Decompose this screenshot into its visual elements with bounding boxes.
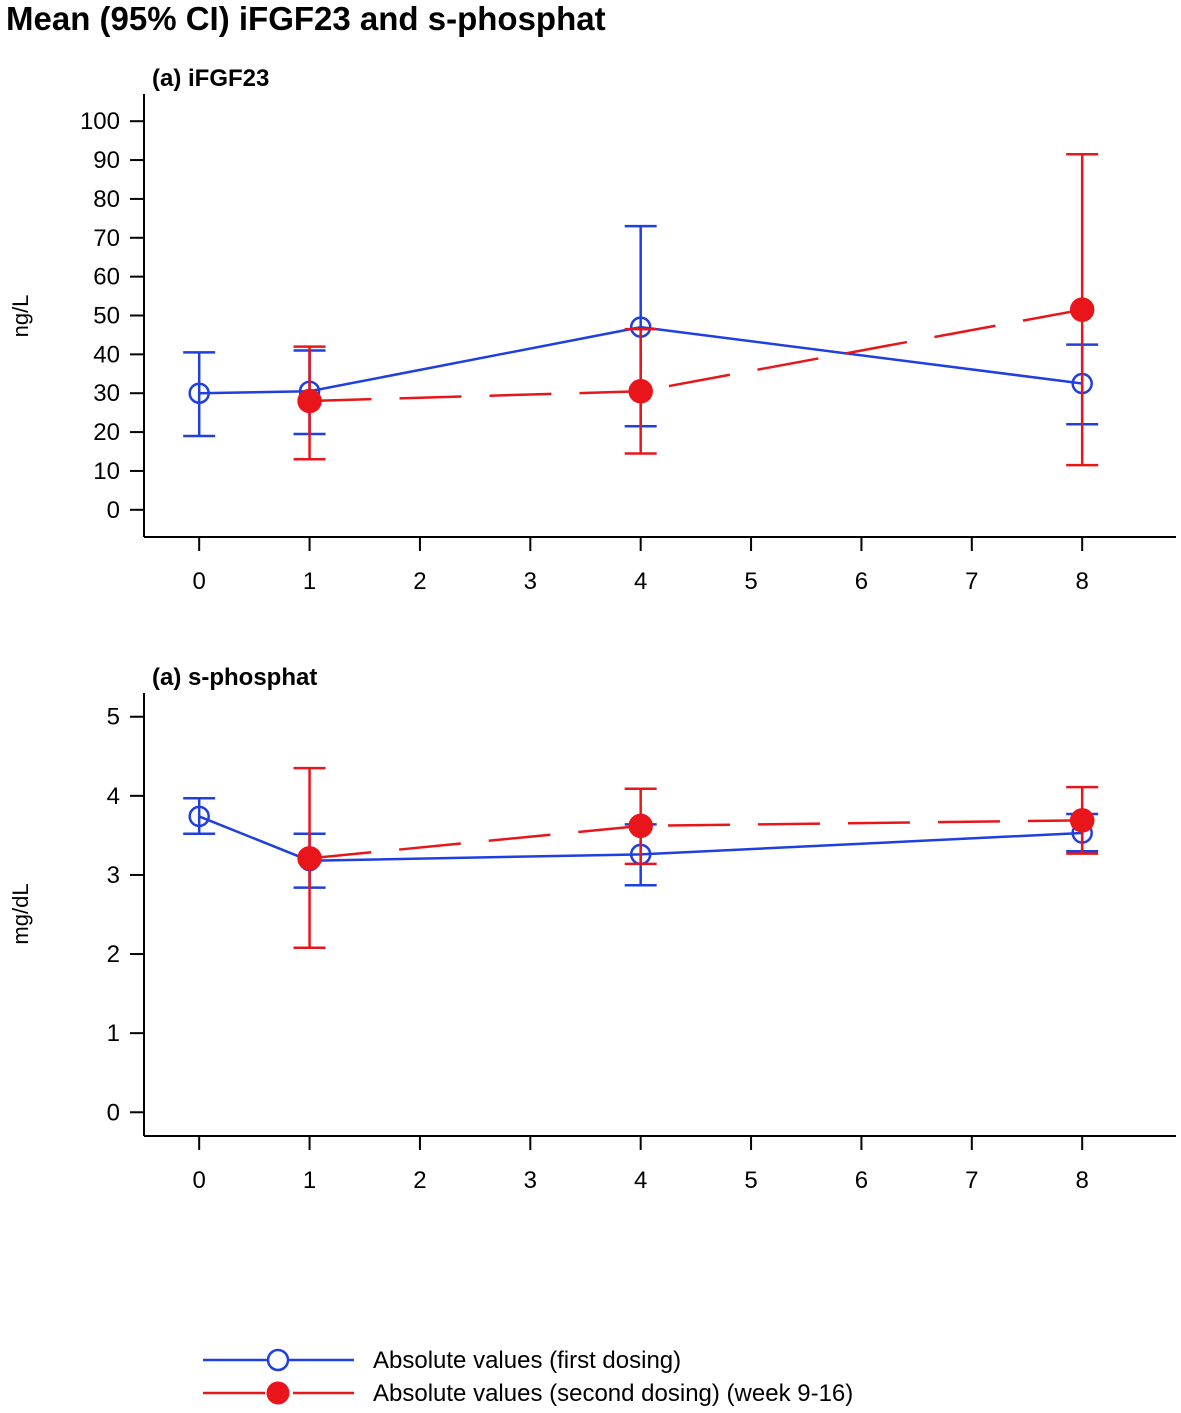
y-tick-label: 40 — [93, 341, 120, 368]
legend: Absolute values (first dosing) Absolute … — [203, 1347, 853, 1407]
x-tick-label: 2 — [413, 1167, 426, 1194]
y-tick-label: 5 — [107, 704, 120, 731]
x-tick-label: 5 — [744, 568, 757, 595]
y-tick-label: 70 — [93, 225, 120, 252]
data-point — [1069, 808, 1095, 833]
y-tick-label: 60 — [93, 264, 120, 291]
x-tick-label: 0 — [193, 1167, 206, 1194]
x-tick-label: 3 — [524, 1167, 537, 1194]
y-tick-label: 100 — [80, 108, 120, 135]
y-tick-label: 80 — [93, 186, 120, 213]
y-tick-label: 30 — [93, 380, 120, 407]
data-point — [297, 388, 322, 414]
data-point — [628, 813, 653, 839]
data-point — [188, 805, 210, 828]
y-axis-label-ifgf23: ng/L — [8, 295, 33, 338]
panel-ifgf23: (a) iFGF23 ng/L 0 10 20 30 40 50 60 70 80 90 100 0 1… — [8, 65, 1176, 595]
legend-marker-series-2 — [266, 1381, 290, 1405]
y-tick-label: 20 — [93, 419, 120, 446]
x-tick-label: 7 — [965, 1167, 978, 1194]
y-tick-label: 1 — [107, 1020, 120, 1047]
x-tick-label: 6 — [855, 568, 868, 595]
panel-s-phosphat: (a) s-phosphat mg/dL 0 1 2 3 4 5 0 1 2 3 4 5 6 7 8 — [8, 664, 1176, 1194]
x-tick-label: 4 — [634, 1167, 647, 1194]
y-tick-label: 50 — [93, 303, 120, 330]
x-tick-label: 2 — [413, 568, 426, 595]
x-tick-label: 0 — [193, 568, 206, 595]
y-tick-label: 10 — [93, 458, 120, 485]
series-line — [309, 308, 1083, 403]
x-tick-label: 8 — [1076, 568, 1089, 595]
data-point — [628, 379, 653, 404]
series-line — [198, 815, 1083, 862]
data-point — [188, 382, 210, 404]
y-tick-label: 90 — [93, 147, 120, 174]
series-2 — [293, 766, 1099, 949]
y-tick-label: 4 — [107, 783, 120, 810]
x-tick-label: 5 — [744, 1167, 757, 1194]
series-line — [309, 819, 1083, 860]
legend-label-series-1: Absolute values (first dosing) — [373, 1347, 681, 1374]
x-tick-label: 7 — [965, 568, 978, 595]
x-tick-label: 3 — [524, 568, 537, 595]
legend-label-series-2: Absolute values (second dosing) (week 9-… — [373, 1380, 853, 1407]
y-tick-label: 0 — [107, 497, 120, 524]
y-tick-label: 3 — [107, 862, 120, 889]
y-axis-label-s-phosphat: mg/dL — [8, 883, 33, 944]
legend-marker-series-1 — [266, 1348, 290, 1372]
series-line — [199, 325, 1083, 395]
data-point — [1069, 297, 1095, 322]
x-tick-label: 4 — [634, 568, 647, 595]
y-tick-label: 0 — [107, 1099, 120, 1126]
data-point — [297, 846, 322, 871]
panel-title-ifgf23: (a) iFGF23 — [152, 65, 269, 92]
figure-title: Mean (95% CI) iFGF23 and s-phosphat — [6, 0, 606, 37]
x-tick-label: 8 — [1076, 1167, 1089, 1194]
y-tick-label: 2 — [107, 941, 120, 968]
panel-title-s-phosphat: (a) s-phosphat — [152, 664, 317, 691]
x-tick-label: 6 — [855, 1167, 868, 1194]
x-tick-label: 1 — [303, 1167, 316, 1194]
series-2 — [293, 152, 1099, 467]
x-tick-label: 1 — [303, 568, 316, 595]
